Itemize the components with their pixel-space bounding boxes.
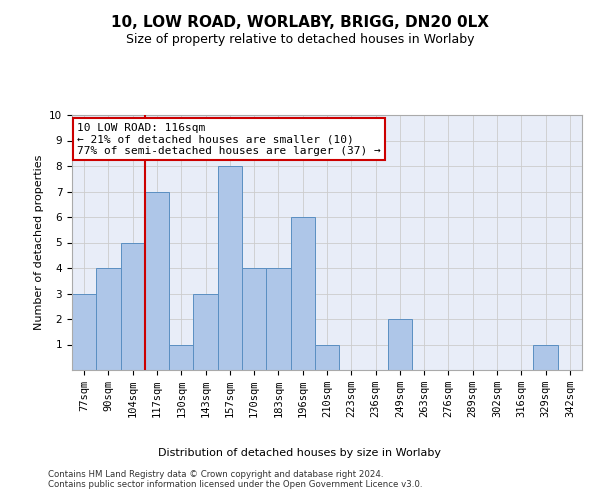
Text: 10 LOW ROAD: 116sqm
← 21% of detached houses are smaller (10)
77% of semi-detach: 10 LOW ROAD: 116sqm ← 21% of detached ho… xyxy=(77,122,381,156)
Text: Distribution of detached houses by size in Worlaby: Distribution of detached houses by size … xyxy=(158,448,442,458)
Text: 10, LOW ROAD, WORLABY, BRIGG, DN20 0LX: 10, LOW ROAD, WORLABY, BRIGG, DN20 0LX xyxy=(111,15,489,30)
Text: Contains HM Land Registry data © Crown copyright and database right 2024.
Contai: Contains HM Land Registry data © Crown c… xyxy=(48,470,422,490)
Bar xyxy=(266,268,290,370)
Bar xyxy=(315,344,339,370)
Bar xyxy=(533,344,558,370)
Text: Size of property relative to detached houses in Worlaby: Size of property relative to detached ho… xyxy=(126,32,474,46)
Y-axis label: Number of detached properties: Number of detached properties xyxy=(34,155,44,330)
Bar xyxy=(121,242,145,370)
Bar xyxy=(169,344,193,370)
Bar xyxy=(218,166,242,370)
Bar xyxy=(193,294,218,370)
Bar xyxy=(242,268,266,370)
Bar xyxy=(96,268,121,370)
Bar xyxy=(388,319,412,370)
Bar xyxy=(145,192,169,370)
Bar xyxy=(72,294,96,370)
Bar xyxy=(290,217,315,370)
